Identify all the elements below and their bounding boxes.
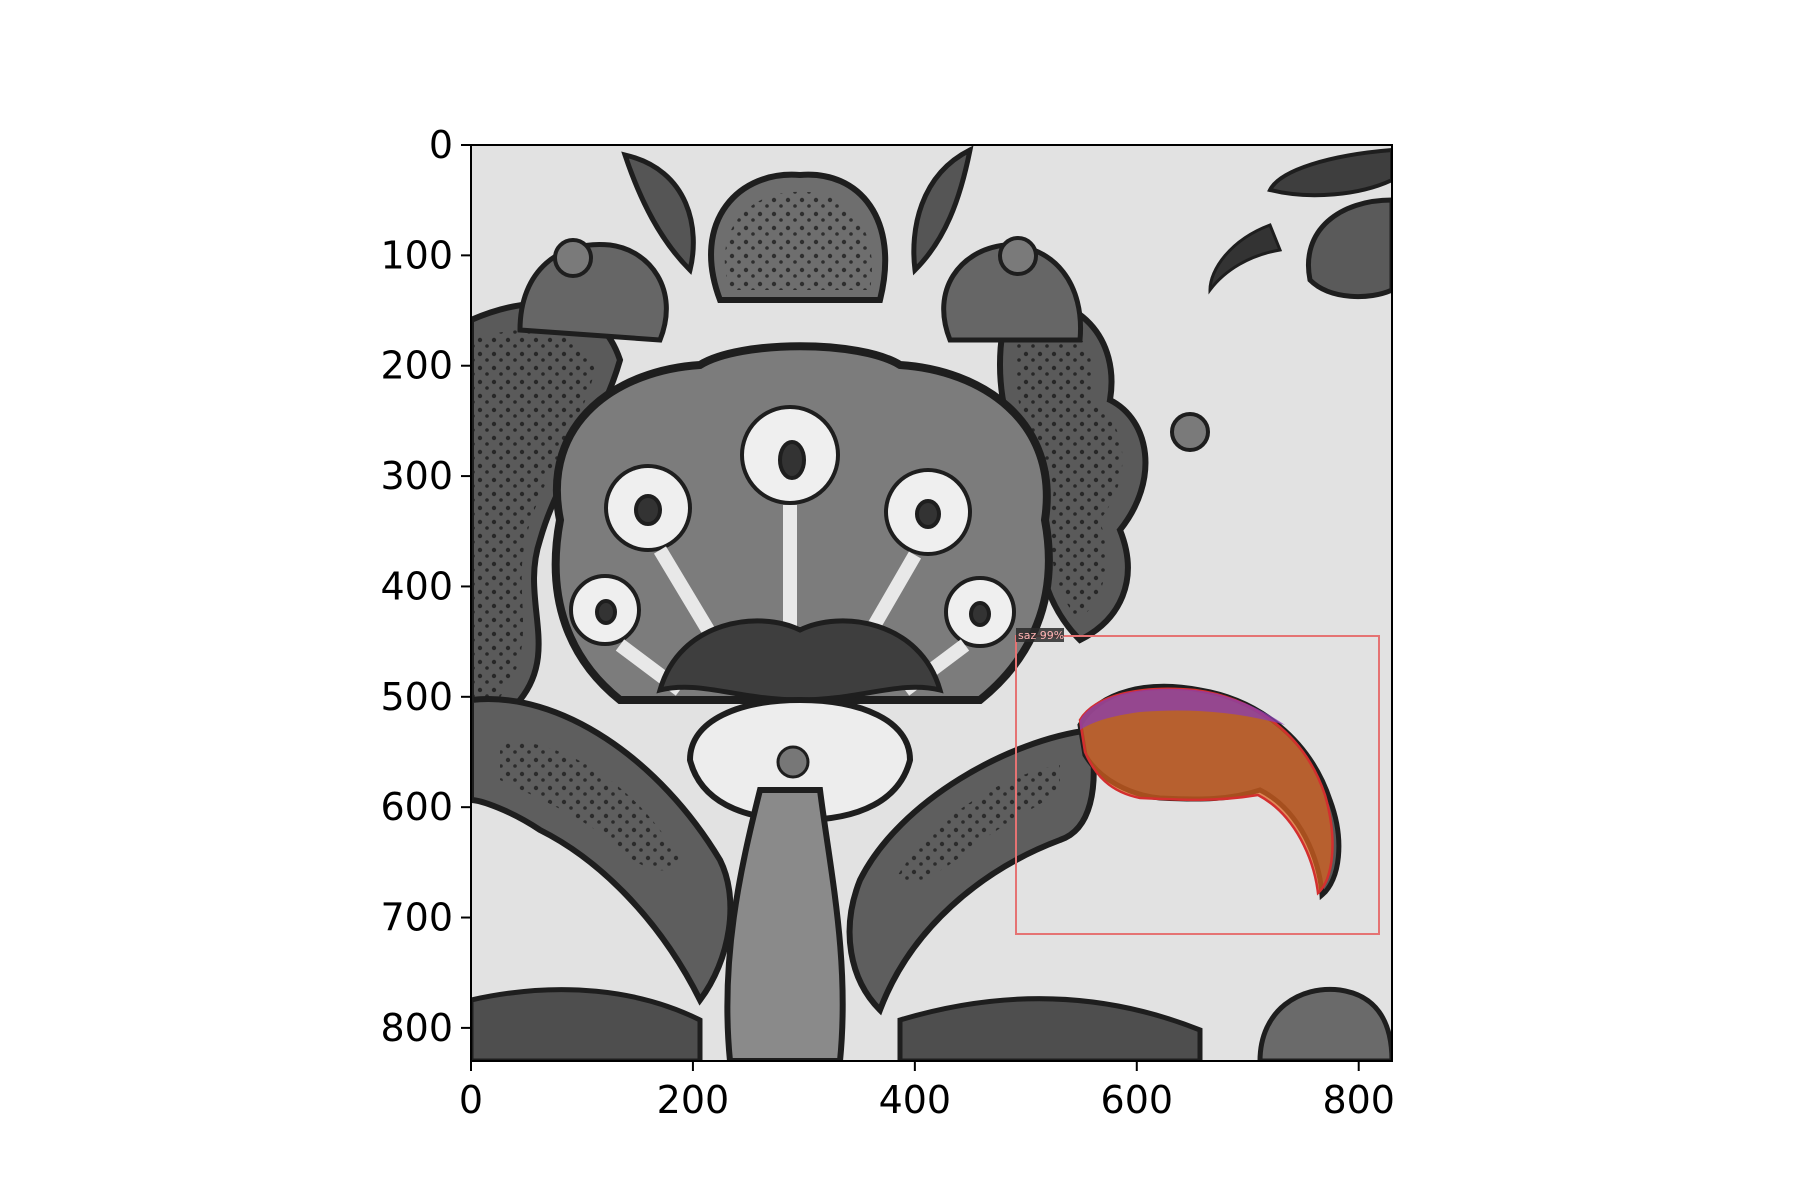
central-medallion (551, 342, 1053, 704)
x-tick-label: 600 (1101, 1078, 1174, 1122)
flower-left-lower (569, 574, 641, 646)
tulip-center-dot (776, 745, 810, 779)
y-tick-label: 200 (380, 344, 453, 388)
segmentation-mask-secondary (1080, 688, 1285, 730)
y-tick-label: 800 (380, 1006, 453, 1050)
flower-right-upper (884, 468, 972, 556)
y-tick-label: 400 (380, 564, 453, 608)
detection-label: saz 99% (1018, 629, 1064, 642)
detection-label-bg (1016, 628, 1064, 642)
y-tick-label: 300 (380, 454, 453, 498)
bounding-box (1015, 635, 1380, 935)
bud-left (553, 238, 593, 278)
x-tick-label: 0 (459, 1078, 483, 1122)
bud-right (998, 236, 1038, 276)
x-tick-label: 800 (1322, 1078, 1395, 1122)
detection-overlay: saz 99% (1015, 628, 1380, 935)
tile-image (471, 145, 1392, 1061)
bottom-right-flower (1257, 986, 1392, 1061)
top-right-corner-motif (1306, 197, 1392, 300)
lower-crescent (656, 618, 944, 703)
top-palmette-dots (724, 191, 872, 290)
flower-top-center (740, 405, 840, 505)
lower-left-leaf-dots (500, 740, 680, 871)
x-tick-label: 200 (657, 1078, 730, 1122)
top-right-spike (911, 145, 974, 276)
central-stem (724, 787, 846, 1061)
lower-right-leaf-dots (895, 765, 1060, 883)
axes-frame (470, 144, 1393, 1062)
y-axis: 0 100 200 300 400 500 600 700 800 (380, 123, 471, 1050)
top-right-corner-leaf (1267, 147, 1392, 198)
y-tick-label: 100 (380, 233, 453, 277)
right-outer-dots (1015, 314, 1123, 620)
right-hook-leaf (1208, 223, 1283, 295)
x-axis: 0 200 400 600 800 (459, 1061, 1395, 1122)
top-left-spike (621, 151, 696, 275)
medallion-flowers (569, 405, 1016, 648)
x-tick-label: 400 (879, 1078, 952, 1122)
bud-right-lower (1170, 412, 1210, 452)
flower-right-lower (944, 576, 1016, 648)
y-tick-label: 700 (380, 896, 453, 940)
bottom-band-right (897, 996, 1203, 1061)
flower-left-upper (604, 464, 692, 552)
y-tick-label: 0 (429, 123, 453, 167)
left-outer-dots (471, 330, 595, 740)
y-tick-label: 500 (380, 675, 453, 719)
y-tick-label: 600 (380, 785, 453, 829)
bottom-band (471, 987, 703, 1061)
